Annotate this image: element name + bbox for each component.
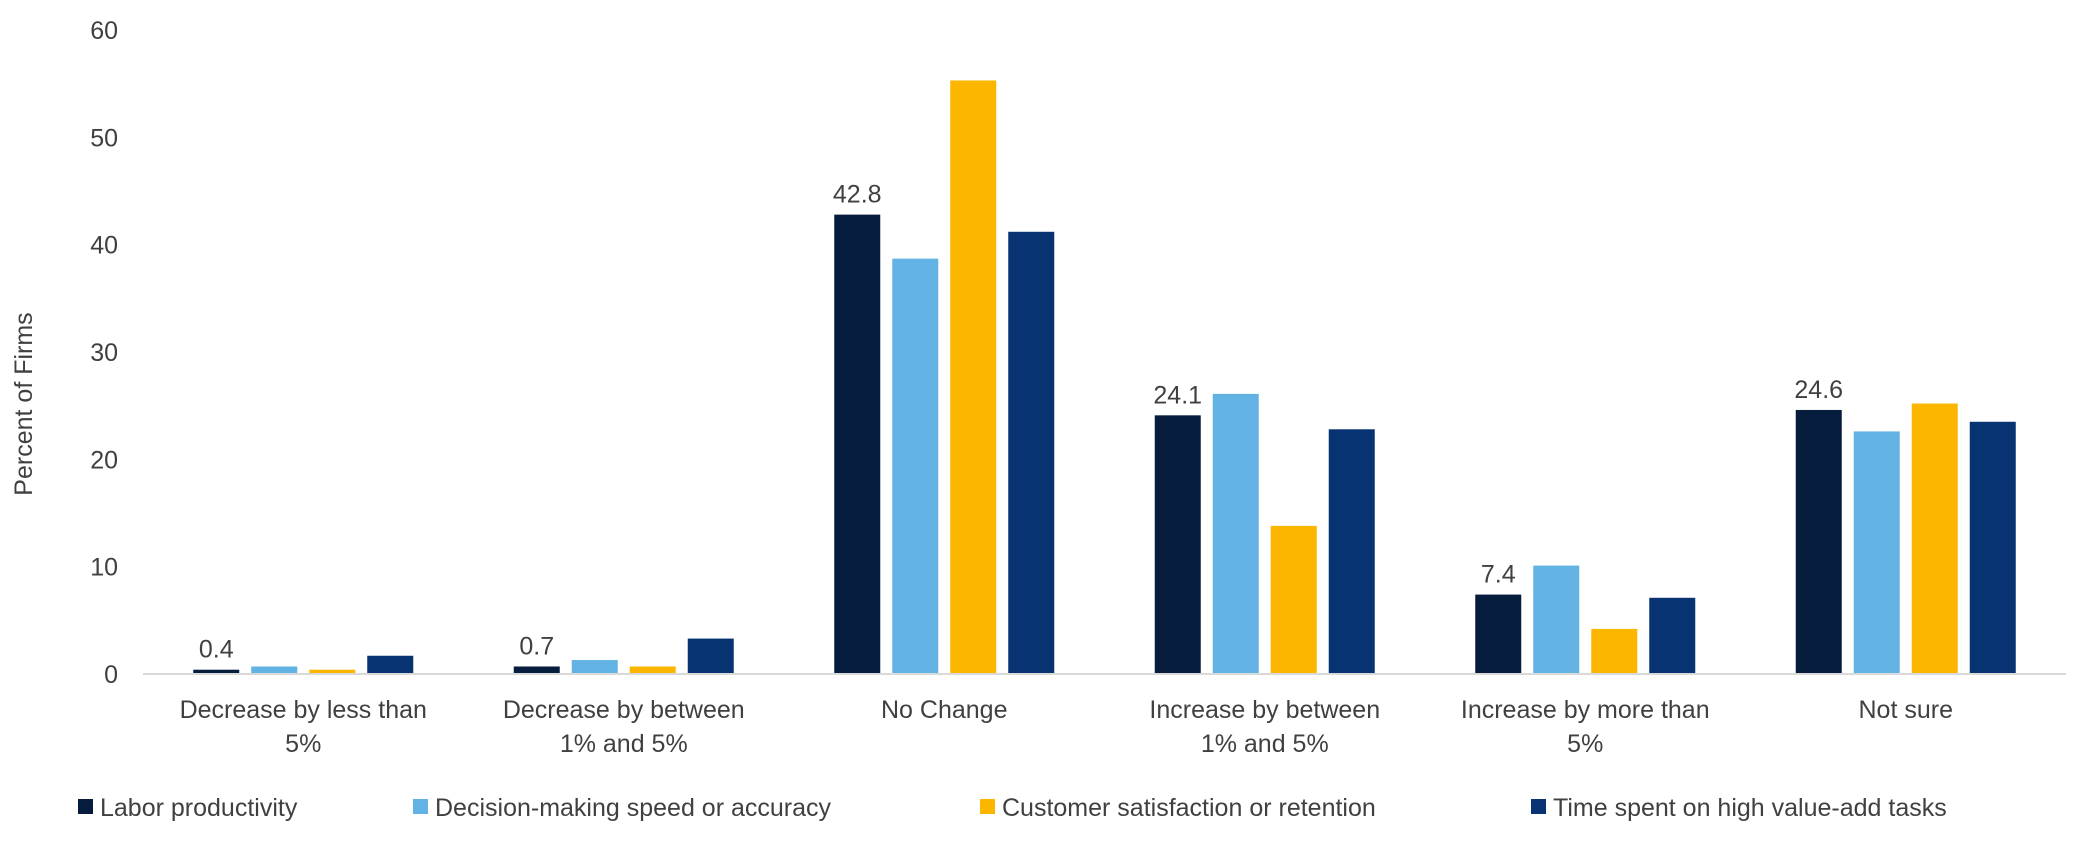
bar: [193, 669, 240, 674]
legend-item: Customer satisfaction or retention: [980, 794, 1376, 822]
bar: [1212, 393, 1259, 674]
bar: [892, 258, 939, 674]
bar: [367, 655, 414, 674]
data-label: 24.6: [1794, 376, 1843, 404]
bar: [1853, 431, 1900, 674]
bar: [1969, 421, 2016, 674]
x-tick-label: Decrease by between: [503, 696, 745, 724]
y-tick-label: 60: [90, 17, 118, 45]
x-tick-label: Not sure: [1859, 696, 1953, 724]
x-axis-labels: Decrease by less than 5% Decrease by betwe…: [180, 696, 1953, 758]
data-label: 7.4: [1481, 561, 1516, 589]
legend-swatch: [1531, 799, 1546, 814]
legend-label: Time spent on high value-add tasks: [1553, 794, 1947, 822]
bar: [1154, 415, 1201, 674]
legend-label: Decision-making speed or accuracy: [435, 794, 832, 822]
legend-swatch: [78, 799, 93, 814]
x-tick-label: 5%: [285, 730, 321, 758]
bar: [629, 666, 676, 674]
x-tick-label: Increase by between: [1149, 696, 1380, 724]
legend-label: Labor productivity: [100, 794, 298, 822]
legend-label: Customer satisfaction or retention: [1002, 794, 1376, 822]
x-tick-label: 5%: [1567, 730, 1603, 758]
legend-item: Decision-making speed or accuracy: [413, 794, 832, 822]
x-tick-label: No Change: [881, 696, 1007, 724]
legend-swatch: [980, 799, 995, 814]
x-tick-label: 1% and 5%: [1201, 730, 1329, 758]
y-axis-label: Percent of Firms: [10, 312, 38, 495]
bar: [1649, 597, 1696, 674]
y-tick-label: 20: [90, 446, 118, 474]
bar: [1911, 403, 1958, 674]
data-label: 0.7: [519, 632, 554, 660]
bar: [571, 660, 618, 674]
y-tick-label: 10: [90, 554, 118, 582]
bar: [1591, 628, 1638, 674]
legend: Labor productivity Decision-making speed …: [78, 794, 1947, 822]
bar: [1533, 565, 1580, 674]
legend-swatch: [413, 799, 428, 814]
bar: [1008, 231, 1055, 674]
bar: [513, 666, 560, 674]
data-label: 24.1: [1153, 381, 1202, 409]
x-tick-label: Increase by more than: [1461, 696, 1710, 724]
x-tick-label: 1% and 5%: [560, 730, 688, 758]
bar: [1270, 525, 1317, 674]
bar: [834, 214, 881, 674]
bar: [950, 80, 997, 675]
data-label: 42.8: [833, 181, 882, 209]
bars: 0.4 0.7 42.8 24.1 7.4 24.6: [193, 80, 2016, 675]
data-label: 0.4: [199, 636, 234, 664]
y-tick-label: 0: [104, 661, 118, 689]
bar: [1328, 429, 1375, 674]
bar: [1795, 409, 1842, 674]
bar: [309, 669, 356, 674]
bar: [687, 638, 734, 674]
bar: [251, 666, 298, 674]
legend-item: Labor productivity: [78, 794, 298, 822]
legend-item: Time spent on high value-add tasks: [1531, 794, 1947, 822]
bar: [1475, 594, 1522, 674]
y-tick-label: 40: [90, 232, 118, 260]
y-tick-label: 30: [90, 339, 118, 367]
y-tick-label: 50: [90, 124, 118, 152]
y-axis-ticks: 0 10 20 30 40 50 60: [90, 17, 118, 689]
x-tick-label: Decrease by less than: [180, 696, 427, 724]
